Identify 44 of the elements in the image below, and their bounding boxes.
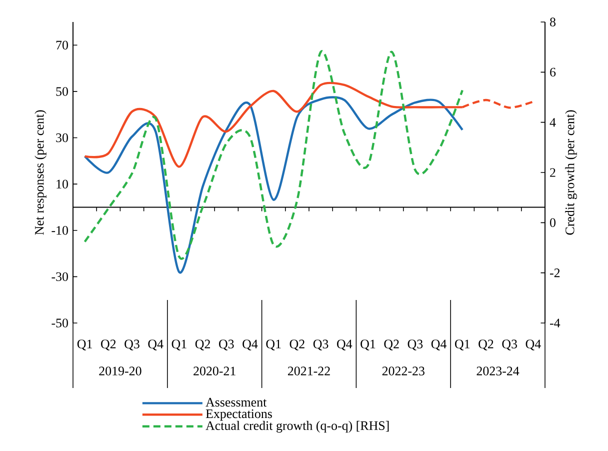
y-tick-label: 10 — [56, 180, 68, 188]
x-tick-label: Q1 — [77, 340, 92, 350]
x-tick-label: Q1 — [455, 340, 470, 350]
x-tick-label: Q4 — [526, 340, 541, 350]
x-tick-label: Q2 — [478, 340, 494, 350]
y2-axis-title: Credit growth (per cent) — [565, 110, 577, 235]
x-tick-label: Q2 — [101, 340, 116, 350]
legend-label: Actual credit growth (q-o-q) [RHS] — [206, 420, 389, 433]
x-tick-label: Q4 — [148, 340, 164, 350]
x-tick-label: Q3 — [408, 340, 423, 350]
text: 2020-21 — [194, 366, 236, 376]
y-tick-label: 70 — [56, 40, 68, 50]
legend-label: Expectations — [206, 409, 272, 421]
x-tick-label: Q1 — [172, 340, 186, 350]
x-tick-label: Q1 — [266, 340, 281, 350]
x-tick-label: Q2 — [384, 340, 399, 350]
x-tick-label: Q3 — [502, 340, 518, 350]
y-tick-label: -30 — [52, 272, 68, 282]
y2-tick-label: 6 — [550, 68, 556, 77]
y-tick-label: 50 — [56, 87, 68, 96]
x-tick-label: Q3 — [313, 340, 328, 350]
y-axis-title: Net responses (per cent) — [34, 110, 46, 235]
y2-tick-label: -4 — [550, 318, 560, 328]
y2-tick-label: 4 — [550, 118, 556, 127]
x-tick-label: Q4 — [337, 340, 352, 350]
x-tick-label: Q4 — [431, 340, 447, 350]
x-tick-label: Q3 — [219, 340, 234, 350]
text: 2022-23 — [382, 366, 424, 376]
y-tick-label: 30 — [56, 133, 68, 142]
text: 2023-24 — [476, 366, 520, 376]
y-tick-label: -50 — [52, 318, 68, 328]
y2-tick-label: 8 — [550, 18, 556, 26]
text: 2021-22 — [288, 366, 330, 376]
y-tick-label: -10 — [52, 226, 68, 235]
y2-tick-label: 0 — [550, 218, 556, 228]
legend-label: Assessment — [206, 398, 267, 407]
text: 2019-20 — [99, 366, 142, 376]
x-tick-label: Q2 — [195, 340, 210, 350]
y2-tick-label: -2 — [550, 268, 560, 278]
x-tick-label: Q4 — [242, 340, 258, 350]
y2-tick-label: 2 — [550, 168, 556, 177]
x-tick-label: Q2 — [290, 340, 304, 350]
x-tick-label: Q3 — [124, 340, 140, 350]
x-tick-label: Q1 — [360, 340, 376, 350]
